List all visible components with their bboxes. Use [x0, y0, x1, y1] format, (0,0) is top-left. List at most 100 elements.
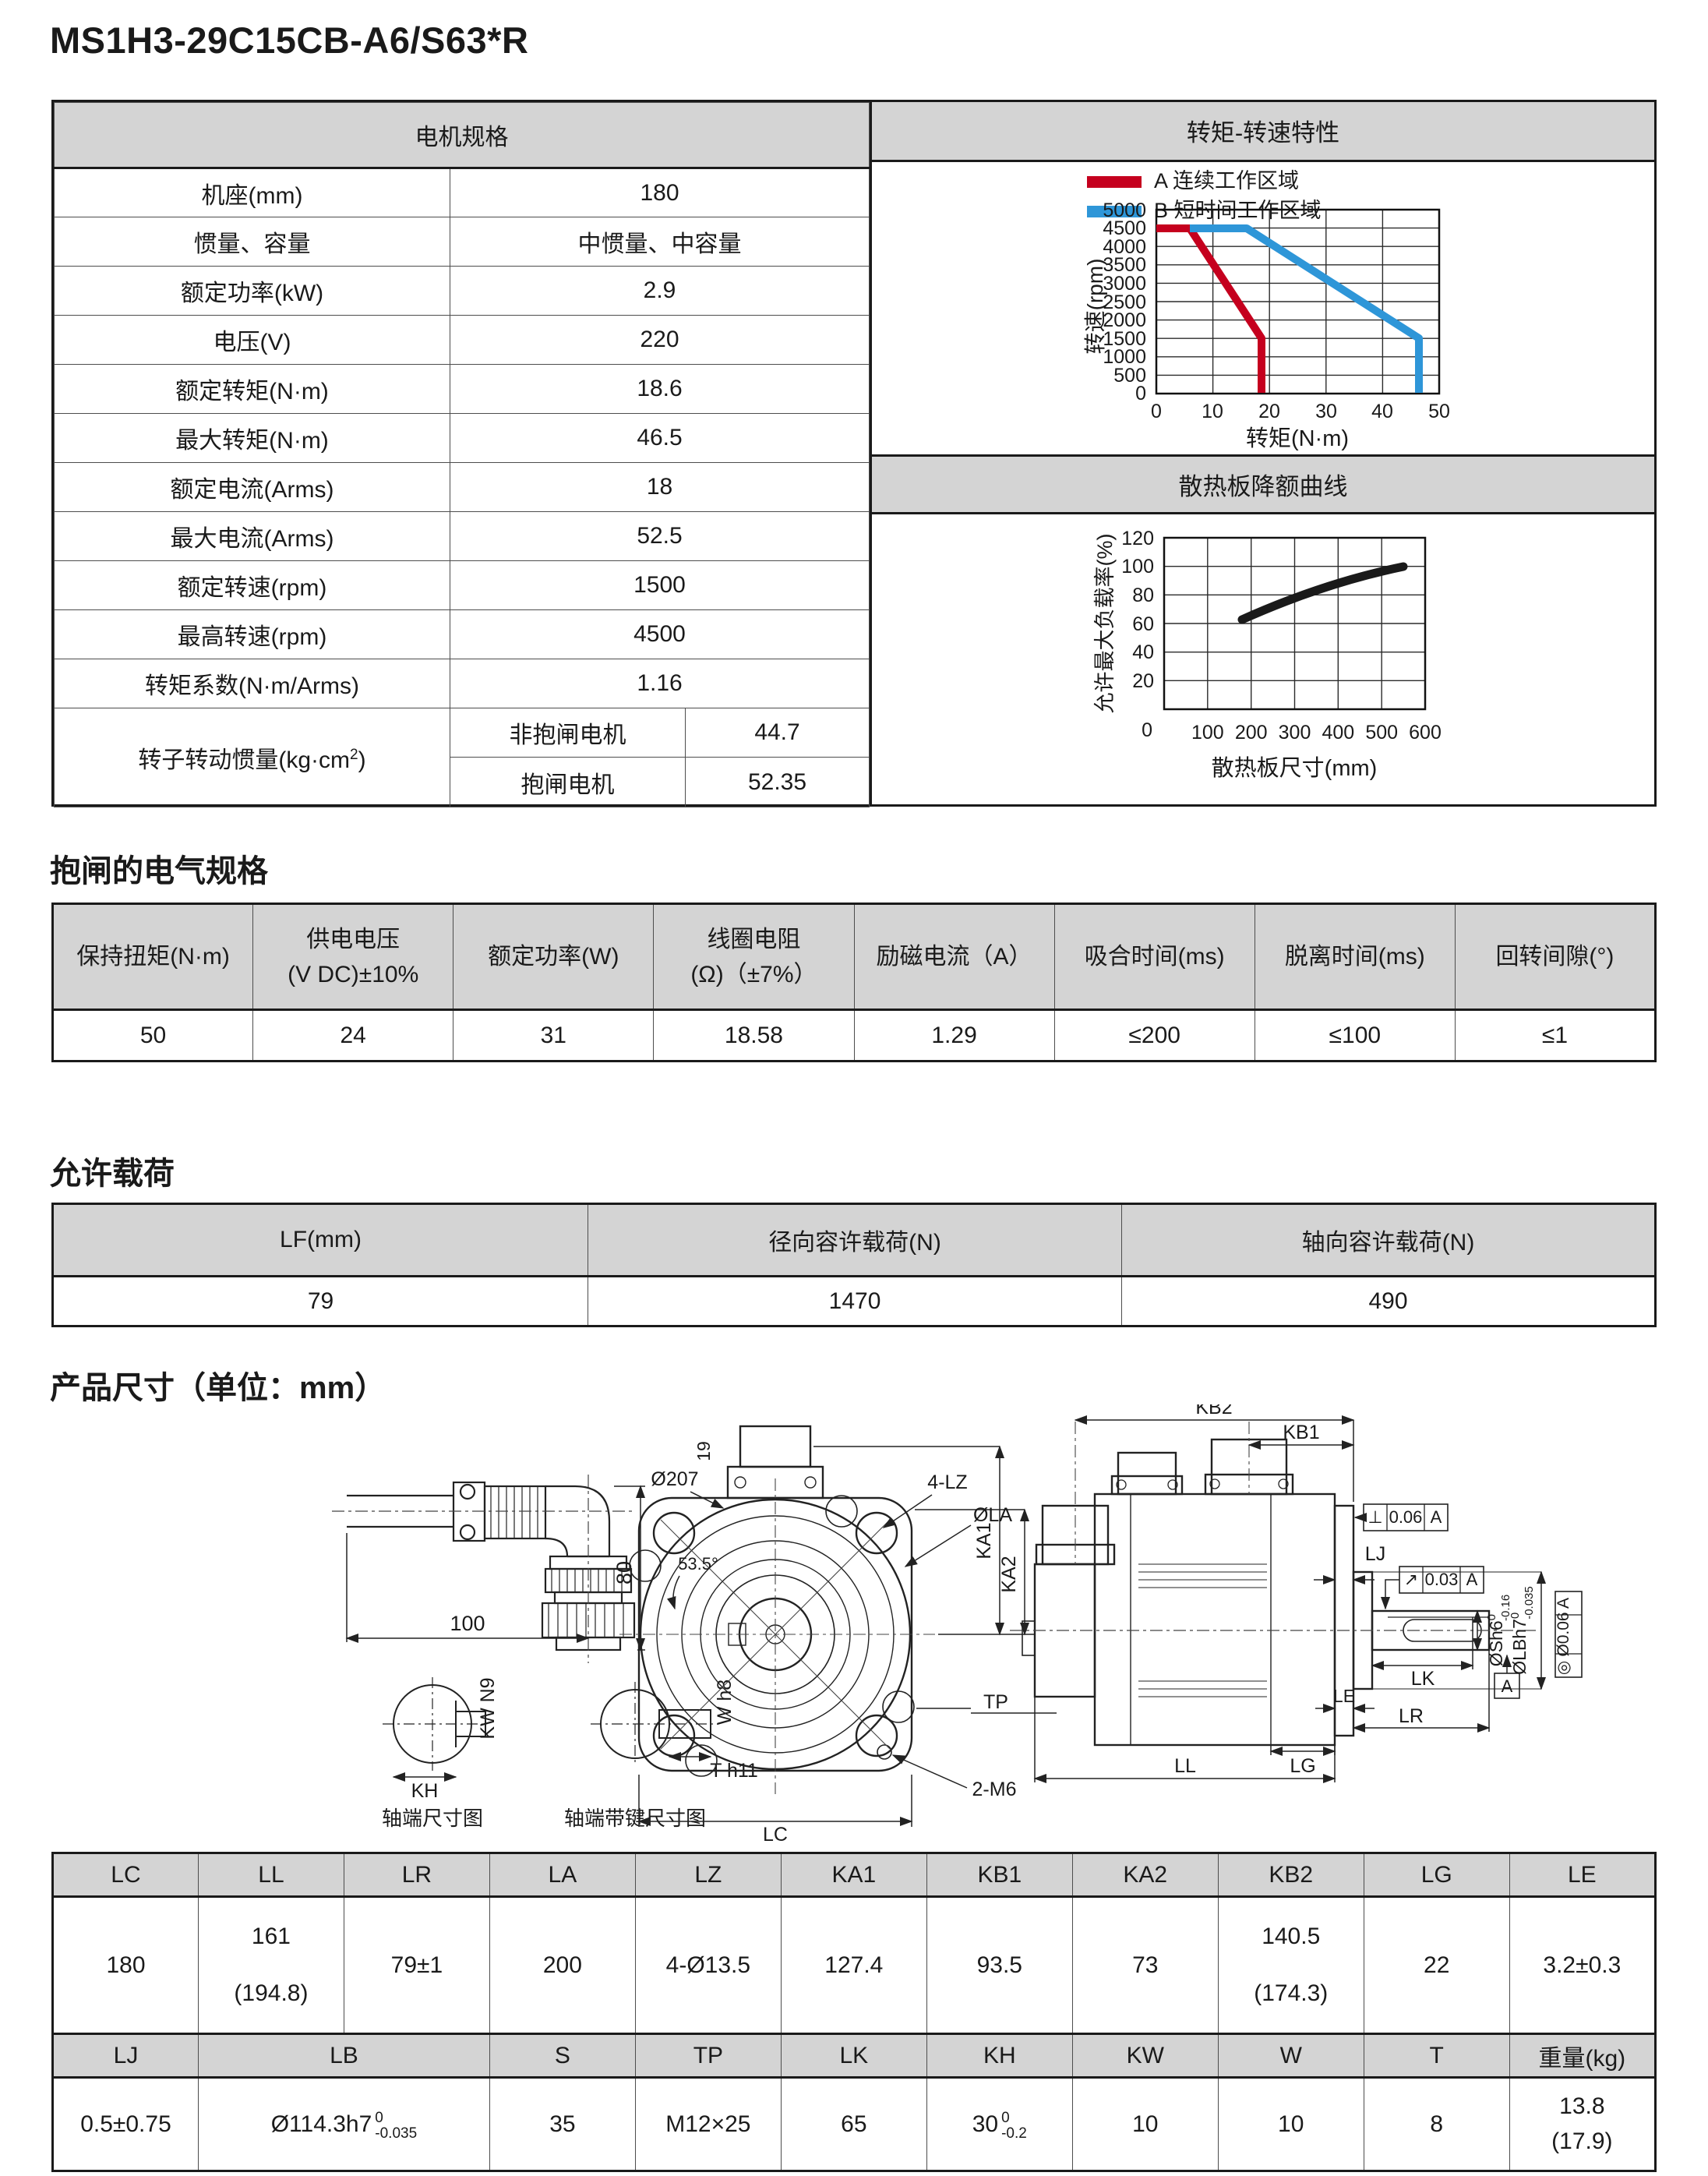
side-view-dims	[1033, 1415, 1583, 1783]
brake-values-row: 50 24 31 18.58 1.29 ≤200 ≤100 ≤1	[51, 1009, 1657, 1062]
dim-lj: LJ	[1365, 1543, 1385, 1565]
brake-value: 1.29	[853, 1009, 1055, 1062]
dims-value: 13.8 (17.9)	[1509, 2077, 1657, 2171]
dim-100: 100	[450, 1612, 485, 1635]
brake-header: 额定功率(W)	[453, 903, 655, 1011]
svg-text:300: 300	[1279, 722, 1311, 744]
page-title: MS1H3-29C15CB-A6/S63*R	[50, 19, 529, 61]
spec-label: 额定转矩(N·m)	[54, 364, 450, 414]
spec-row: 最高转速(rpm) 4500	[54, 609, 870, 659]
spec-row: 转矩系数(N·m/Arms) 1.16	[54, 659, 870, 708]
spec-row: 惯量、容量 中惯量、中容量	[54, 217, 870, 267]
svg-text:50: 50	[1428, 401, 1450, 422]
dims-header: KA1	[780, 1853, 927, 1898]
spec-label: 转矩系数(N·m/Arms)	[54, 659, 450, 708]
fcf-perp-value: 0.06	[1389, 1507, 1423, 1527]
dims-value: 0.5±0.75	[52, 2077, 199, 2171]
side-view-outline	[1022, 1438, 1491, 1747]
load-value: 1470	[588, 1276, 1122, 1326]
spec-sublabel: 非抱闸电机	[450, 708, 686, 758]
spec-label: 最高转速(rpm)	[54, 609, 450, 659]
spec-value: 220	[449, 315, 870, 365]
svg-text:120: 120	[1121, 528, 1154, 549]
spec-value: 52.5	[449, 511, 870, 561]
dim-kb1: KB1	[1283, 1422, 1319, 1443]
spec-value: 中惯量、中容量	[449, 217, 870, 267]
dims-value: 4-Ø13.5	[634, 1896, 782, 2034]
load-header: 轴向容许载荷(N)	[1121, 1203, 1656, 1277]
svg-text:4000: 4000	[1103, 236, 1146, 258]
dims-header: LJ	[52, 2033, 199, 2079]
dims-value: 180	[52, 1896, 199, 2034]
svg-text:40: 40	[1371, 401, 1393, 422]
load-value: 79	[51, 1276, 589, 1326]
brake-value: 18.58	[653, 1009, 855, 1062]
brake-header: 线圈电阻 (Ω)（±7%）	[653, 903, 855, 1011]
brake-value: 24	[252, 1009, 454, 1062]
dims-value: 93.5	[926, 1896, 1073, 2034]
dim-lg: LG	[1290, 1755, 1315, 1777]
dim-kh: KH	[411, 1780, 439, 1802]
dims-values-row-1: 180 161 (194.8) 79±1 200 4-Ø13.5 127.4 93…	[52, 1896, 1657, 2034]
dims-header: LR	[343, 1853, 490, 1898]
dims-header: KW	[1071, 2033, 1219, 2079]
dims-value: 35	[489, 2077, 636, 2171]
spec-label: 最大电流(Arms)	[54, 511, 450, 561]
dim-4lz: 4-LZ	[927, 1471, 967, 1493]
svg-text:5000: 5000	[1103, 200, 1146, 221]
svg-text:60: 60	[1132, 613, 1154, 635]
dims-header: LZ	[634, 1853, 782, 1898]
brake-section-title: 抱闸的电气规格	[50, 854, 268, 888]
brake-header: 脱离时间(ms)	[1254, 903, 1456, 1011]
dimension-drawing: 100 80 KH KW N9 轴端尺寸图 W h8 T h11 轴端带键尺寸图	[51, 1397, 1657, 1846]
svg-text:80: 80	[1132, 585, 1154, 606]
torque-speed-chart: A 连续工作区域 B 短时间工作区域	[872, 161, 1654, 454]
spec-value: 18	[449, 462, 870, 512]
dims-header: LC	[52, 1853, 199, 1898]
derating-chart-xticks: 100 200 300 400 500 600	[1191, 722, 1442, 744]
torque-chart-xticks: 0 10 20 30 40 50	[1151, 401, 1450, 422]
series-short-time-zone	[1190, 224, 1424, 393]
svg-text:400: 400	[1322, 722, 1354, 744]
dims-value: 73	[1071, 1896, 1219, 2034]
dimensions-section-title: 产品尺寸（单位：mm）	[50, 1371, 386, 1405]
svg-text:2500: 2500	[1103, 291, 1146, 313]
svg-text:20: 20	[1132, 670, 1154, 692]
dims-header: LL	[197, 1853, 344, 1898]
dims-header: KH	[926, 2033, 1073, 2079]
fcf-concentricity-symbol: ◎	[1554, 1661, 1572, 1675]
torque-chart-yticks: 5000 4500 4000 3500 3000 2500 2000 1500 …	[1103, 200, 1146, 404]
dim-ll: LL	[1174, 1755, 1196, 1777]
spec-row: 额定转矩(N·m) 18.6	[54, 364, 870, 414]
dims-header: KA2	[1071, 1853, 1219, 1898]
spec-row-inertia-1: 转子转动惯量(kg·cm2) 非抱闸电机 44.7	[54, 708, 870, 807]
dims-header: LK	[780, 2033, 927, 2079]
torque-chart-xlabel: 转矩(N·m)	[1246, 426, 1349, 451]
dims-header: LB	[197, 2033, 490, 2079]
dims-header: T	[1363, 2033, 1510, 2079]
fcf-runout-value: 0.03	[1425, 1570, 1459, 1589]
svg-text:200: 200	[1235, 722, 1268, 744]
brake-header: 保持扭矩(N·m)	[51, 903, 254, 1011]
dim-kb2: KB2	[1195, 1404, 1232, 1418]
brake-value: 31	[453, 1009, 655, 1062]
derating-chart-title: 散热板降额曲线	[872, 454, 1654, 514]
svg-text:600: 600	[1409, 722, 1442, 744]
legend-label-a: A 连续工作区域	[1154, 169, 1299, 193]
svg-text:500: 500	[1113, 365, 1146, 387]
svg-text:4500: 4500	[1103, 217, 1146, 239]
dims-value: 3.2±0.3	[1509, 1896, 1657, 2034]
dims-value: 10	[1071, 2077, 1219, 2171]
brake-value: ≤1	[1454, 1009, 1657, 1062]
svg-text:100: 100	[1191, 722, 1224, 744]
brake-value: 50	[51, 1009, 254, 1062]
dims-header: LG	[1363, 1853, 1510, 1898]
load-header-row: LF(mm) 径向容许载荷(N) 轴向容许载荷(N)	[51, 1203, 1656, 1277]
dim-shaft-diameter: ØSh60-0.16	[1485, 1595, 1512, 1666]
brake-spec-table: 保持扭矩(N·m) 供电电压 (V DC)±10% 额定功率(W) 线圈电阻 (Ω)…	[51, 903, 1657, 1062]
dims-value: 140.5 (174.3)	[1217, 1896, 1364, 2034]
brake-header: 励磁电流（A）	[853, 903, 1055, 1011]
dims-values-row-2: 0.5±0.75 Ø114.3h7 0 -0.035 35 M12×25 65 30…	[52, 2077, 1657, 2171]
spec-row-inertia-2: 抱闸电机 52.35	[55, 757, 870, 807]
dim-w: W h8	[714, 1680, 736, 1725]
